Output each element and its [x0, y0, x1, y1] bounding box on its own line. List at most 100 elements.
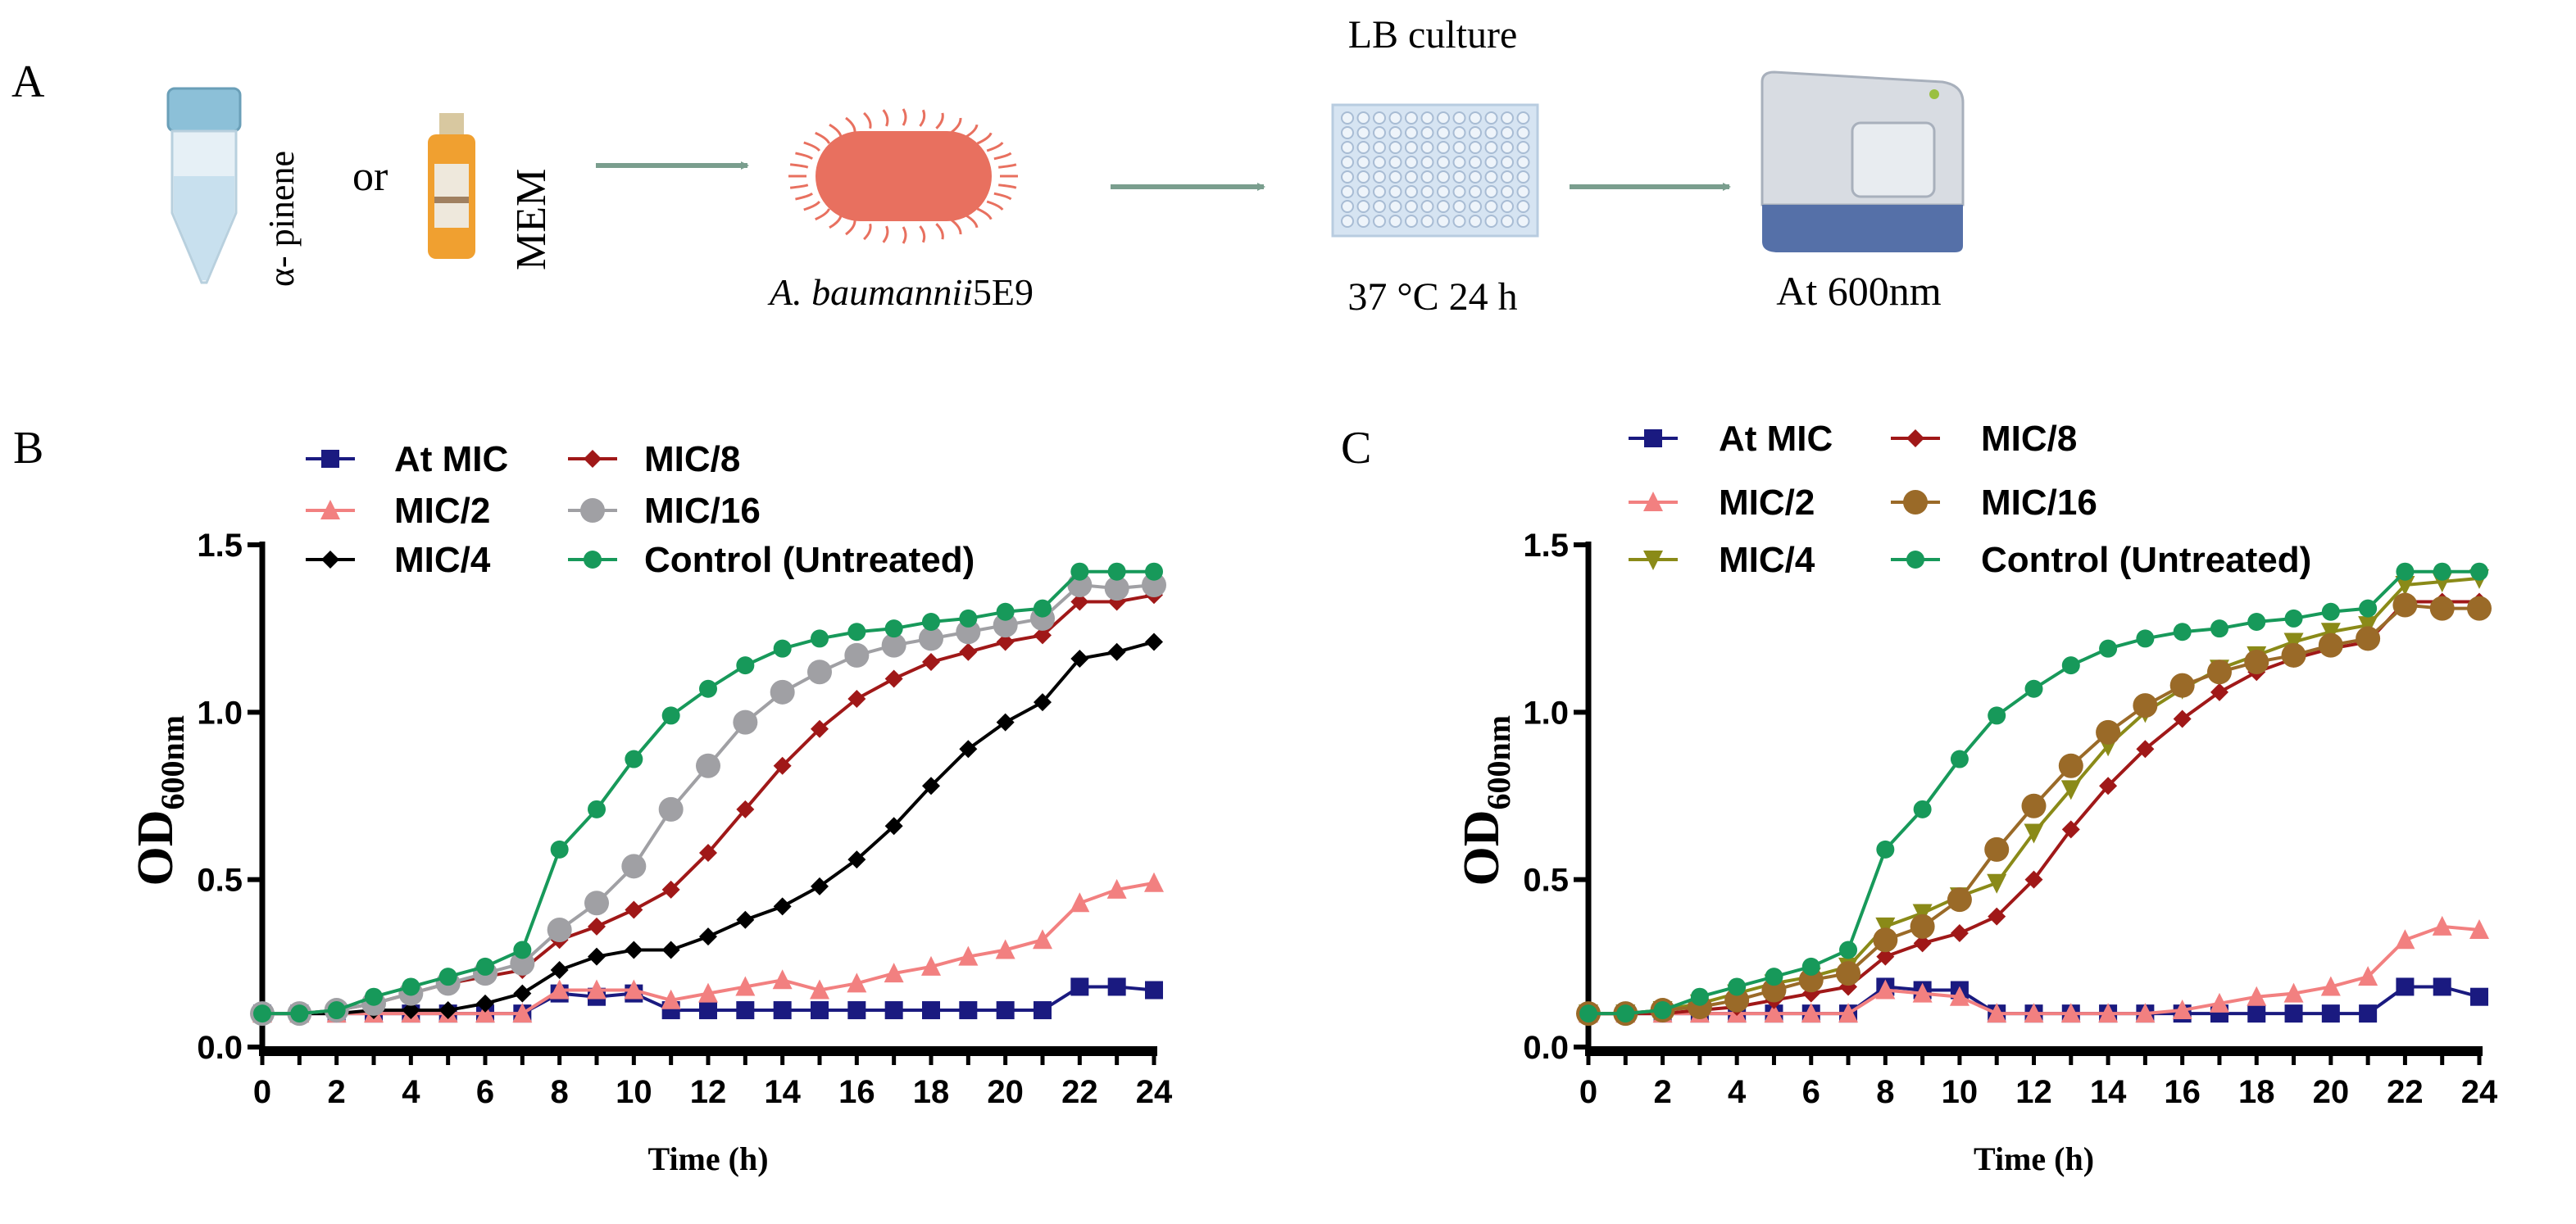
well — [1469, 185, 1482, 198]
data-point — [2210, 619, 2228, 638]
legend-marker — [1644, 429, 1662, 447]
data-point — [588, 947, 606, 966]
pilus — [919, 109, 926, 127]
data-point — [476, 994, 494, 1013]
data-point — [1875, 979, 1896, 1000]
data-point — [2358, 966, 2378, 986]
y-tick-label: 0.0 — [1523, 1030, 1569, 1066]
legend-label: Control (Untreated) — [644, 540, 975, 580]
data-point — [807, 660, 832, 685]
data-point — [958, 945, 979, 966]
data-point — [550, 961, 569, 980]
well — [1437, 126, 1450, 139]
data-point — [773, 639, 792, 658]
well — [1341, 156, 1354, 169]
well — [1420, 141, 1434, 154]
data-point — [1949, 986, 1969, 1006]
data-point — [2433, 977, 2451, 996]
data-point — [881, 632, 906, 658]
well — [1388, 200, 1402, 213]
data-point — [884, 963, 904, 983]
data-point — [510, 950, 535, 976]
data-point — [2470, 562, 2488, 581]
data-point — [476, 957, 494, 976]
well — [1501, 156, 1514, 169]
x-tick-label: 2 — [1653, 1074, 1671, 1110]
data-point — [699, 927, 717, 946]
data-point — [513, 941, 532, 959]
legend-item: At MIC — [306, 439, 508, 479]
well — [1341, 111, 1354, 125]
data-point — [584, 891, 609, 916]
data-point — [402, 977, 420, 996]
bacterium-icon — [788, 108, 1018, 244]
well — [1373, 126, 1386, 139]
x-tick-label: 24 — [2461, 1074, 2498, 1110]
x-tick-label: 0 — [1579, 1074, 1597, 1110]
series-line — [262, 593, 1155, 1016]
legend-marker — [584, 450, 602, 468]
well — [1437, 141, 1450, 154]
data-point — [696, 753, 720, 778]
pilus — [902, 108, 907, 126]
plate-reader-icon — [1760, 70, 1965, 252]
data-point — [736, 910, 755, 929]
well — [1356, 170, 1370, 184]
well — [1341, 200, 1354, 213]
well — [1452, 141, 1466, 154]
data-point — [1070, 592, 1089, 611]
well — [1452, 111, 1466, 125]
well — [1388, 141, 1402, 154]
data-point — [773, 1001, 792, 1020]
x-tick-label: 12 — [690, 1074, 727, 1110]
x-tick-label: 10 — [616, 1074, 652, 1110]
data-point — [2058, 753, 2083, 778]
data-point — [1839, 941, 1858, 959]
data-point — [588, 917, 606, 936]
legend-item: Control (Untreated) — [568, 540, 975, 580]
legend-item: MIC/8 — [1891, 419, 2077, 459]
data-point — [884, 817, 903, 836]
data-point — [2283, 982, 2304, 1003]
data-point — [1104, 576, 1129, 601]
readout-label: At 600nm — [1776, 268, 1942, 314]
data-point — [993, 613, 1018, 638]
data-point — [549, 979, 570, 1000]
well — [1437, 170, 1450, 184]
well — [1484, 170, 1498, 184]
well — [1373, 111, 1386, 125]
well — [1469, 215, 1482, 228]
x-tick-label: 4 — [1728, 1074, 1747, 1110]
x-axis-title: Time (h) — [647, 1140, 768, 1177]
data-point — [1653, 1001, 1672, 1020]
legend-marker — [1906, 429, 1924, 447]
data-point — [1913, 800, 1932, 818]
pilus — [998, 184, 1017, 189]
data-point — [959, 740, 978, 759]
data-point — [956, 619, 981, 645]
pilus — [976, 207, 993, 220]
well — [1437, 111, 1450, 125]
data-point — [1142, 573, 1166, 598]
data-point — [624, 979, 644, 1000]
well — [1373, 141, 1386, 154]
well — [1469, 170, 1482, 184]
data-point — [2024, 1003, 2044, 1023]
organism-label: A. baumannii5E9 — [767, 271, 1034, 313]
data-point — [2321, 1004, 2340, 1023]
well — [1420, 111, 1434, 125]
data-point — [2135, 1003, 2156, 1023]
pilus — [863, 223, 872, 241]
data-point — [847, 623, 866, 641]
data-point — [253, 1004, 271, 1023]
data-point — [2432, 915, 2452, 936]
legend-marker — [321, 551, 339, 569]
well — [1420, 126, 1434, 139]
pilus — [789, 184, 809, 189]
data-point — [587, 979, 607, 1000]
well — [1405, 126, 1418, 139]
data-point — [996, 632, 1015, 651]
y-tick-label: 0.5 — [197, 863, 243, 899]
data-point — [658, 796, 684, 822]
pilus — [829, 215, 843, 229]
